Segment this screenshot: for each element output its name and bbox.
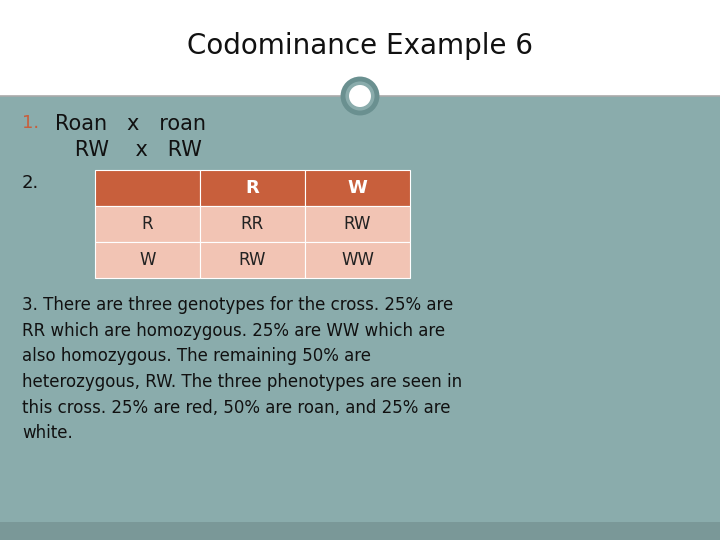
Bar: [0, 0, 720, 96]
Text: 3. There are three genotypes for the cross. 25% are
RR which are homozygous. 25%: 3. There are three genotypes for the cro…: [22, 296, 462, 442]
Bar: [200, 206, 305, 242]
Bar: [305, 206, 410, 242]
Bar: [0, 522, 720, 540]
Bar: [0, 96, 720, 540]
Bar: [95, 242, 200, 278]
Text: RW: RW: [343, 215, 372, 233]
Text: 2.: 2.: [22, 174, 40, 192]
Text: Codominance Example 6: Codominance Example 6: [187, 32, 533, 60]
Text: R: R: [246, 179, 259, 197]
Text: RW: RW: [239, 251, 266, 269]
Bar: [95, 206, 200, 242]
Text: RW    x   RW: RW x RW: [55, 140, 202, 160]
Bar: [305, 242, 410, 278]
Text: Roan   x   roan: Roan x roan: [55, 114, 206, 134]
Circle shape: [343, 79, 377, 113]
Text: RR: RR: [241, 215, 264, 233]
Text: WW: WW: [341, 251, 374, 269]
Bar: [200, 242, 305, 278]
Text: W: W: [139, 251, 156, 269]
Text: 1.: 1.: [22, 114, 39, 132]
Bar: [95, 170, 200, 206]
Text: W: W: [348, 179, 367, 197]
Bar: [305, 170, 410, 206]
Text: R: R: [142, 215, 153, 233]
Bar: [200, 170, 305, 206]
Circle shape: [349, 85, 371, 107]
